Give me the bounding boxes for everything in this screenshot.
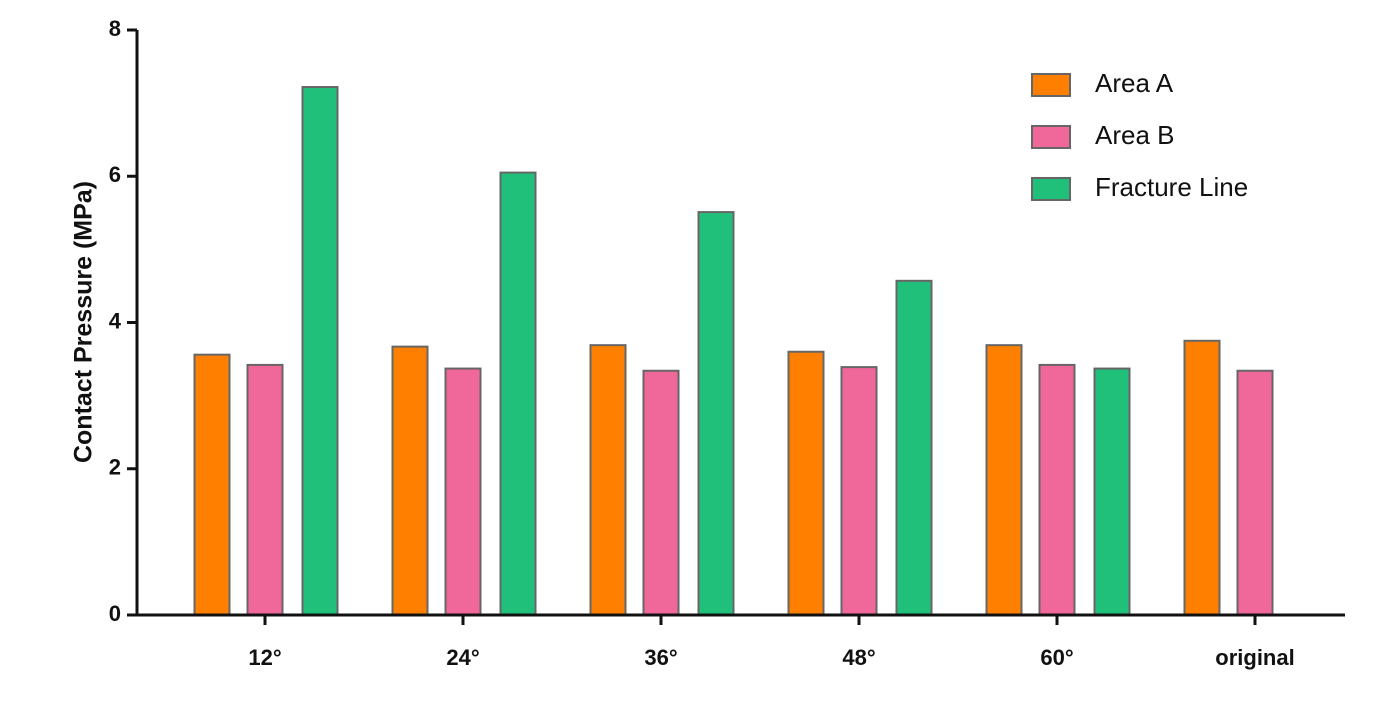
y-tick-label: 2 — [109, 455, 121, 480]
bar — [1093, 367, 1131, 616]
y-tick-label: 4 — [109, 308, 122, 333]
bar — [895, 279, 933, 616]
legend-swatch — [1031, 73, 1071, 97]
bar — [840, 366, 878, 617]
x-tick-label: original — [1215, 645, 1294, 670]
bar — [1038, 363, 1076, 616]
x-tick-label: 48° — [842, 645, 875, 670]
x-tick-label: 12° — [248, 645, 281, 670]
y-tick-label: 8 — [109, 16, 121, 41]
x-tick-label: 60° — [1040, 645, 1073, 670]
y-tick-label: 0 — [109, 601, 121, 626]
bar — [499, 171, 537, 616]
bar — [787, 350, 825, 616]
legend-label: Area B — [1095, 120, 1175, 150]
bar — [1236, 369, 1274, 617]
x-tick-label: 24° — [446, 645, 479, 670]
legend-swatch — [1031, 125, 1071, 149]
bar — [301, 86, 339, 617]
bar — [1183, 339, 1221, 616]
bar — [444, 367, 482, 616]
legend-label: Area A — [1095, 68, 1174, 98]
legend-label: Fracture Line — [1095, 172, 1248, 202]
y-tick-label: 6 — [109, 162, 121, 187]
y-axis-label: Contact Pressure (MPa) — [70, 181, 98, 463]
bar — [193, 353, 231, 616]
bar — [985, 344, 1023, 616]
bar — [391, 345, 429, 616]
x-tick-label: 36° — [644, 645, 677, 670]
bar — [697, 211, 735, 617]
legend-swatch — [1031, 177, 1071, 201]
bar — [589, 344, 627, 616]
bar — [246, 363, 284, 616]
bar — [642, 369, 680, 617]
